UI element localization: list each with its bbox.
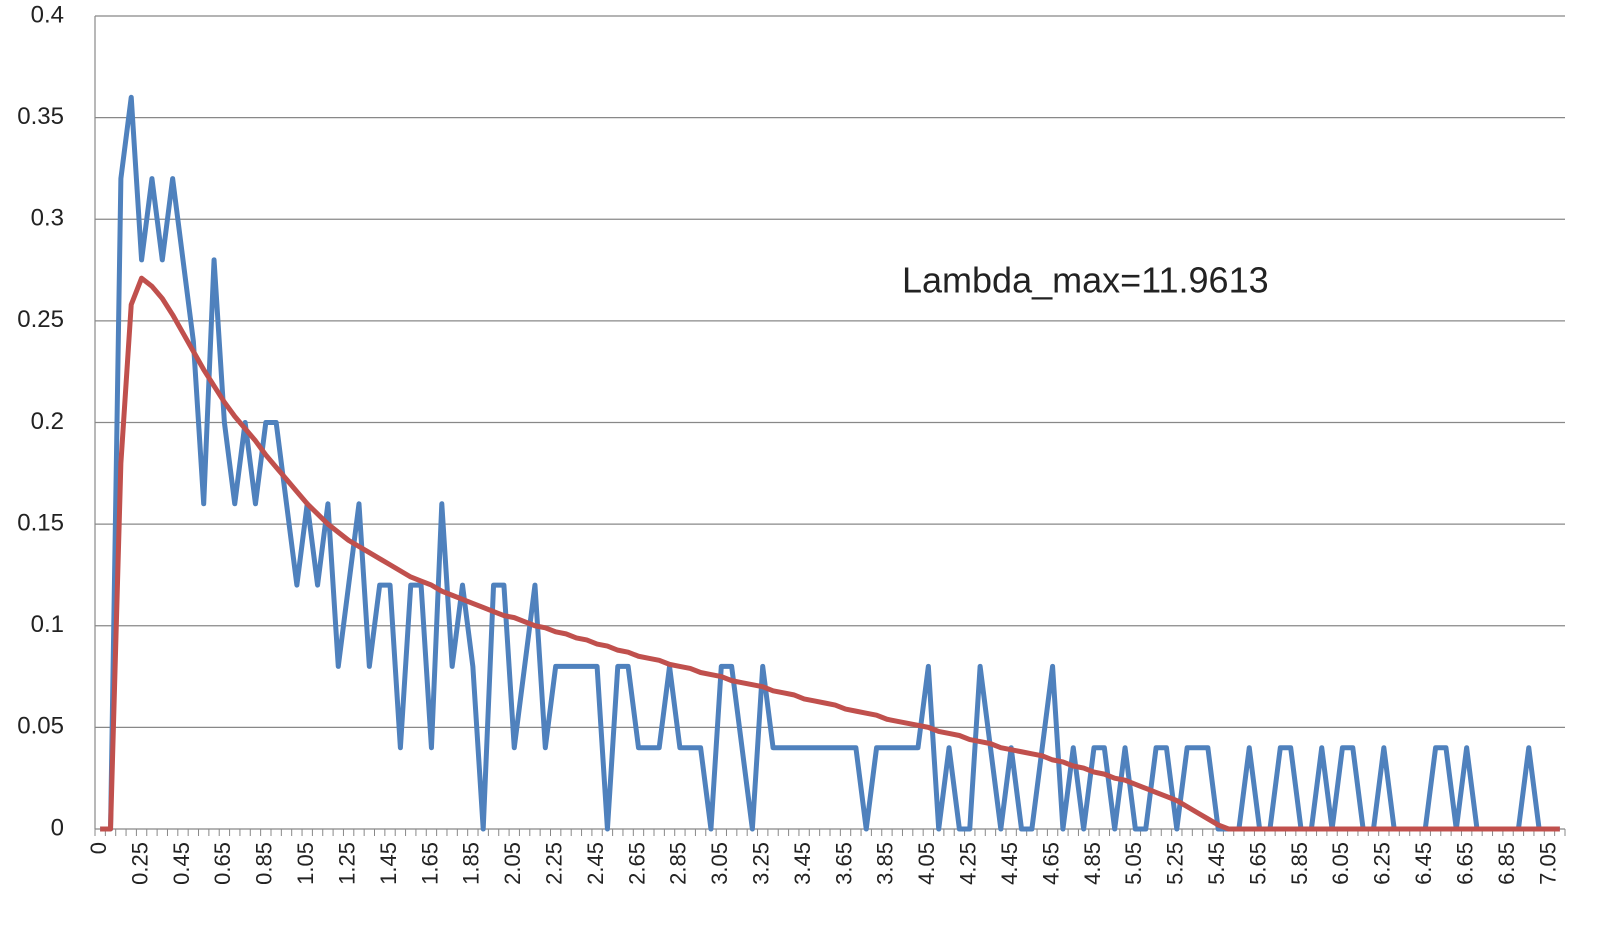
x-tick-label: 6.05 (1328, 842, 1353, 885)
annotation: Lambda_max=11.9613 (902, 260, 1269, 301)
x-tick-label: 0.85 (252, 842, 277, 885)
x-tick-label: 2.65 (624, 842, 649, 885)
y-tick-label: 0.2 (31, 408, 64, 435)
x-tick-label: 0.65 (210, 842, 235, 885)
x-tick-label: 2.45 (583, 842, 608, 885)
x-tick-label: 0.25 (127, 842, 152, 885)
x-tick-label: 3.05 (707, 842, 732, 885)
y-tick-label: 0.05 (17, 713, 64, 740)
x-tick-label: 1.45 (376, 842, 401, 885)
line-series (100, 94, 1560, 832)
x-tick-label: 6.45 (1411, 842, 1436, 885)
x-tick-label: 0 (86, 842, 111, 854)
x-tick-label: 5.05 (1121, 842, 1146, 885)
x-tick-label: 2.25 (541, 842, 566, 885)
x-tick-label: 5.65 (1245, 842, 1270, 885)
x-tick-label: 4.45 (997, 842, 1022, 885)
x-tick-label: 1.05 (293, 842, 318, 885)
x-tick-label: 4.25 (956, 842, 981, 885)
x-tick-label: 3.45 (790, 842, 815, 885)
y-tick-label: 0 (51, 814, 64, 841)
y-tick-label: 0.3 (31, 205, 64, 232)
x-tick-label: 3.25 (749, 842, 774, 885)
x-tick-label: 1.65 (417, 842, 442, 885)
x-tick-label: 6.85 (1494, 842, 1519, 885)
y-tick-label: 0.1 (31, 611, 64, 638)
y-tick-label: 0.35 (17, 103, 64, 130)
line-series (100, 275, 1560, 832)
x-tick-label: 4.65 (1038, 842, 1063, 885)
x-tick-label: 0.45 (169, 842, 194, 885)
x-tick-label: 5.85 (1287, 842, 1312, 885)
x-tick-label: 4.05 (914, 842, 939, 885)
x-tick-label: 2.05 (500, 842, 525, 885)
x-tick-label: 3.65 (831, 842, 856, 885)
x-tick-label: 6.25 (1370, 842, 1395, 885)
x-tick-label: 1.25 (334, 842, 359, 885)
y-tick-label: 0.15 (17, 509, 64, 536)
x-tick-label: 5.45 (1204, 842, 1229, 885)
x-tick-label: 3.85 (873, 842, 898, 885)
y-tick-label: 0.25 (17, 306, 64, 333)
x-tick-label: 1.85 (459, 842, 484, 885)
x-tick-label: 5.25 (1163, 842, 1188, 885)
x-tick-label: 6.65 (1452, 842, 1477, 885)
y-tick-label: 0.4 (31, 1, 64, 28)
x-tick-label: 2.85 (666, 842, 691, 885)
x-tick-label: 4.85 (1080, 842, 1105, 885)
x-tick-label: 7.05 (1535, 842, 1560, 885)
